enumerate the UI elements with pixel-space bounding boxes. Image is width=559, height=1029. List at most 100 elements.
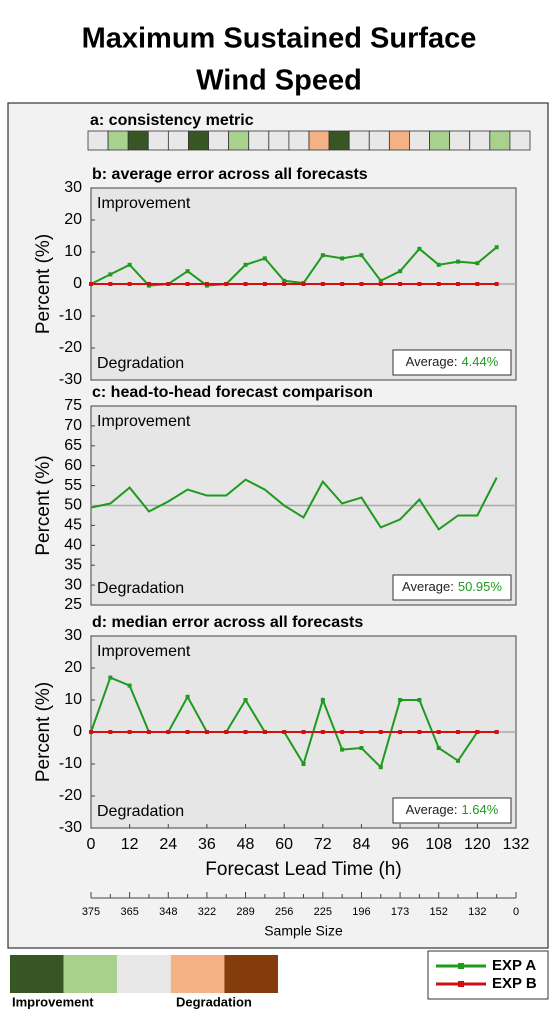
y-tick-label: -10 bbox=[59, 307, 82, 324]
point bbox=[127, 282, 132, 286]
point bbox=[108, 675, 113, 680]
y-tick-label: -10 bbox=[59, 755, 82, 772]
point bbox=[243, 262, 248, 267]
consistency-cell bbox=[87, 130, 109, 151]
annotation: Degradation bbox=[97, 355, 184, 372]
point bbox=[417, 698, 422, 702]
point bbox=[359, 730, 364, 734]
consistency-cell bbox=[429, 130, 451, 151]
point bbox=[456, 758, 461, 763]
point bbox=[398, 730, 403, 734]
point bbox=[185, 282, 190, 286]
point bbox=[108, 730, 113, 734]
y-tick-label: 0 bbox=[73, 275, 82, 292]
annotation: Degradation bbox=[97, 803, 184, 820]
y-tick-label: -20 bbox=[59, 787, 82, 804]
sample-tick-label: 365 bbox=[120, 906, 138, 918]
point bbox=[475, 730, 480, 734]
scale-label: Improvement bbox=[12, 994, 94, 1009]
y-axis-label: Percent (%) bbox=[33, 682, 54, 782]
y-tick-label: 10 bbox=[64, 243, 82, 260]
point bbox=[494, 282, 499, 286]
title-line: Maximum Sustained Surface bbox=[82, 23, 477, 55]
point bbox=[166, 282, 171, 286]
point bbox=[359, 282, 364, 286]
y-tick-label: 75 bbox=[64, 397, 82, 414]
point bbox=[456, 282, 461, 286]
y-tick-label: 35 bbox=[64, 556, 82, 573]
sample-tick-label: 152 bbox=[430, 906, 448, 918]
consistency-cell bbox=[127, 130, 149, 151]
scale-swatch bbox=[10, 955, 64, 993]
point bbox=[243, 730, 248, 734]
sample-tick-label: 256 bbox=[275, 906, 293, 918]
y-tick-label: 20 bbox=[64, 659, 82, 676]
x-tick-label: 36 bbox=[198, 836, 216, 853]
point bbox=[475, 282, 480, 286]
annotation: Improvement bbox=[97, 643, 191, 660]
point bbox=[456, 730, 461, 734]
point bbox=[494, 245, 499, 250]
consistency-cell bbox=[409, 130, 430, 151]
point bbox=[185, 694, 190, 699]
panel-title: d: median error across all forecasts bbox=[92, 614, 363, 631]
point bbox=[340, 282, 345, 286]
point bbox=[378, 765, 383, 770]
consistency-cell bbox=[228, 130, 250, 151]
series-line bbox=[90, 477, 498, 531]
point bbox=[127, 683, 132, 688]
point bbox=[224, 282, 229, 286]
y-tick-label: 55 bbox=[64, 477, 82, 494]
point bbox=[398, 282, 403, 286]
y-tick-label: 65 bbox=[64, 437, 82, 454]
point bbox=[243, 282, 248, 286]
point bbox=[282, 282, 287, 286]
legend-label: EXP B bbox=[492, 975, 537, 992]
point bbox=[320, 698, 325, 702]
consistency-title: a: consistency metric bbox=[90, 112, 254, 129]
point bbox=[320, 282, 325, 286]
point bbox=[417, 246, 422, 251]
consistency-cell bbox=[167, 130, 189, 151]
sample-tick-label: 0 bbox=[513, 906, 519, 918]
average-label: Average: bbox=[406, 354, 458, 369]
x-tick-label: 96 bbox=[391, 836, 409, 853]
point bbox=[204, 282, 209, 286]
point bbox=[456, 259, 461, 264]
annotation: Degradation bbox=[97, 580, 184, 597]
point bbox=[359, 253, 364, 258]
sample-tick-label: 132 bbox=[468, 906, 486, 918]
point bbox=[301, 762, 306, 766]
point bbox=[301, 282, 306, 286]
y-tick-label: 40 bbox=[64, 537, 82, 554]
average-label: Average: bbox=[402, 579, 454, 594]
consistency-cell bbox=[208, 130, 230, 151]
x-tick-label: 48 bbox=[237, 836, 255, 853]
x-tick-label: 120 bbox=[464, 836, 491, 853]
point bbox=[127, 730, 132, 734]
point bbox=[185, 269, 190, 274]
consistency-cell bbox=[107, 130, 129, 151]
y-tick-label: 70 bbox=[64, 417, 82, 434]
sample-tick-label: 173 bbox=[391, 906, 409, 918]
y-axis-label: Percent (%) bbox=[33, 234, 54, 334]
point bbox=[108, 282, 113, 286]
y-tick-label: 60 bbox=[64, 457, 82, 474]
y-tick-label: 30 bbox=[64, 179, 82, 196]
point bbox=[282, 730, 287, 734]
scale-swatch bbox=[63, 955, 118, 993]
annotation: Improvement bbox=[97, 195, 191, 212]
average-text: Average: 4.44% bbox=[406, 354, 499, 369]
average-box bbox=[392, 797, 512, 824]
sample-tick-label: 225 bbox=[314, 906, 332, 918]
consistency-cell bbox=[509, 130, 531, 151]
average-box bbox=[392, 349, 512, 376]
average-value: 1.64% bbox=[461, 802, 498, 817]
point bbox=[340, 256, 345, 261]
point bbox=[378, 730, 383, 734]
point bbox=[320, 730, 325, 734]
sample-tick-label: 289 bbox=[236, 906, 254, 918]
point bbox=[89, 282, 93, 286]
point bbox=[262, 282, 267, 286]
